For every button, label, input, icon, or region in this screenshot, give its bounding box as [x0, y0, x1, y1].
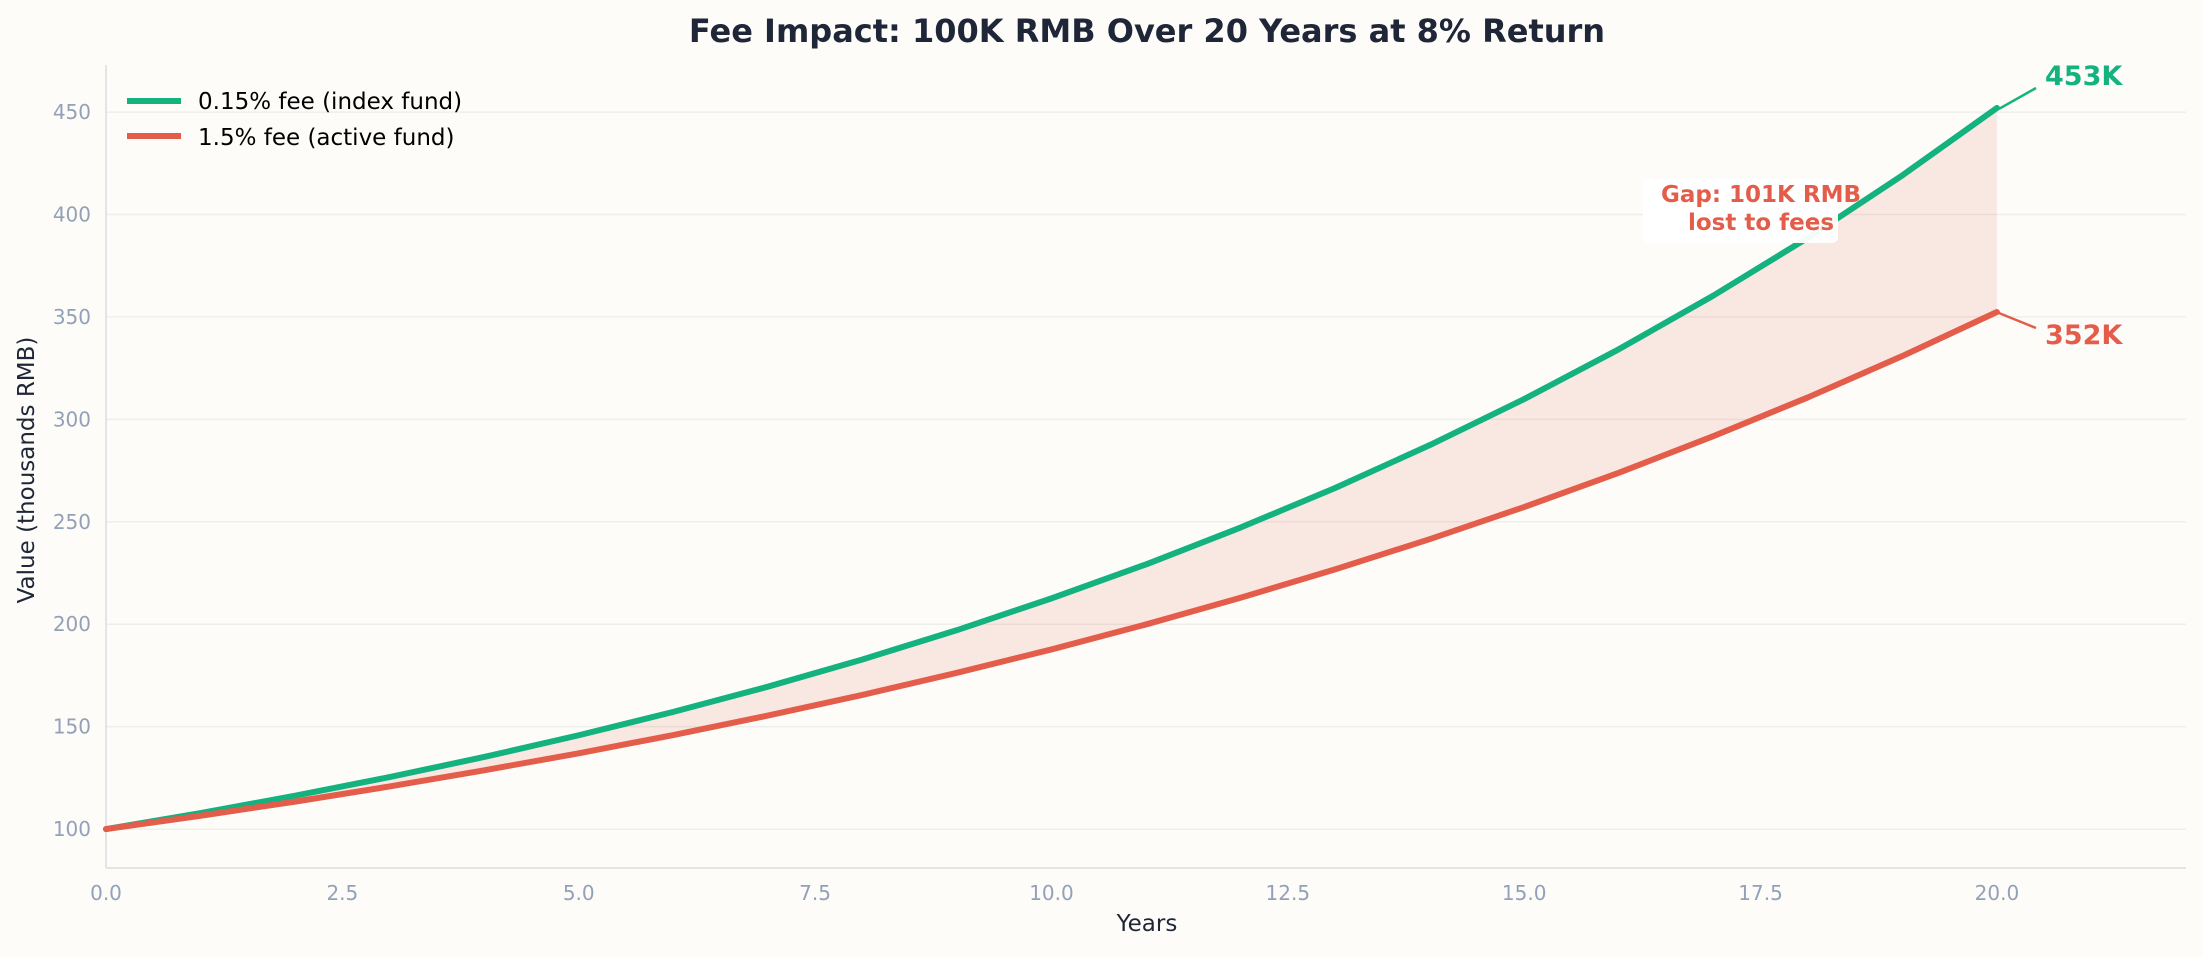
- y-axis-title: Value (thousands RMB): [14, 337, 40, 604]
- x-tick-label-5: 12.5: [1266, 881, 1311, 905]
- y-tick-label-2: 200: [53, 612, 91, 636]
- gap-annotation-line2: lost to fees: [1688, 210, 1834, 236]
- x-tick-label-6: 15.0: [1502, 881, 1547, 905]
- gap-annotation-line1: Gap: 101K RMB: [1661, 182, 1861, 208]
- axes: [105, 65, 2186, 869]
- gap-annotation-box: [1643, 178, 1838, 243]
- x-tick-label-8: 20.0: [1975, 881, 2020, 905]
- legend-label-active-fund: 1.5% fee (active fund): [198, 125, 454, 151]
- y-tick-label-3: 250: [53, 510, 91, 534]
- top-end-label: 453K: [2045, 61, 2123, 92]
- y-tick-label-0: 100: [53, 817, 91, 841]
- y-tick-labels: 100 150 200 250 300 350 400 450: [53, 100, 91, 841]
- y-tick-label-1: 150: [53, 715, 91, 739]
- y-tick-label-7: 450: [53, 100, 91, 124]
- x-tick-label-7: 17.5: [1738, 881, 1783, 905]
- x-tick-label-0: 0.0: [90, 881, 122, 905]
- y-tick-label-6: 400: [53, 202, 91, 226]
- series-line-1: [103, 309, 2000, 833]
- top-end-arrow: [1998, 86, 2037, 111]
- x-tick-label-2: 5.0: [563, 881, 595, 905]
- x-tick-label-3: 7.5: [799, 881, 831, 905]
- x-tick-label-4: 10.0: [1029, 881, 1074, 905]
- chart-title: Fee Impact: 100K RMB Over 20 Years at 8%…: [689, 12, 1605, 50]
- gap-fill-area: [106, 107, 1997, 830]
- x-tick-labels: 0.0 2.5 5.0 7.5 10.0 12.5 15.0 17.5 20.0: [90, 881, 2019, 905]
- series-line-0: [103, 104, 2000, 833]
- gap-annotation: Gap: 101K RMB lost to fees: [1643, 178, 1861, 243]
- legend: 0.15% fee (index fund) 1.5% fee (active …: [127, 89, 462, 151]
- bottom-end-arrow: [1998, 311, 2037, 330]
- x-tick-label-1: 2.5: [326, 881, 358, 905]
- y-tick-label-4: 300: [53, 407, 91, 431]
- legend-label-index-fund: 0.15% fee (index fund): [198, 89, 462, 115]
- series-lines: [103, 104, 2000, 833]
- x-axis-title: Years: [1116, 911, 1178, 937]
- bottom-end-label: 352K: [2045, 320, 2123, 351]
- y-tick-label-5: 350: [53, 305, 91, 329]
